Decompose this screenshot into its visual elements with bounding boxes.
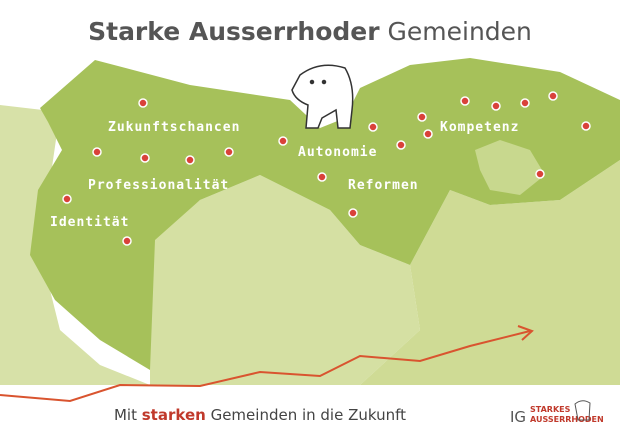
- slogan-bold: starken: [142, 406, 206, 424]
- map-region: [30, 58, 620, 370]
- region-light: [360, 160, 620, 385]
- region-light: [150, 175, 420, 385]
- title: Starke Ausserrhoder Gemeinden: [88, 17, 532, 46]
- logo-bear: [574, 400, 591, 421]
- town-dots: [62, 91, 591, 246]
- slogan: Mit starken Gemeinden in die Zukunft: [114, 406, 406, 424]
- bear-icon: [291, 64, 354, 129]
- trend-line: [0, 330, 531, 403]
- map-label: Kompetenz: [440, 120, 519, 135]
- slogan-start: Mit: [114, 406, 137, 424]
- map-label: Identität: [50, 215, 129, 230]
- map-label: Autonomie: [298, 145, 377, 160]
- title-rest: Gemeinden: [388, 17, 532, 46]
- map-label: Zukunftschancen: [108, 120, 240, 135]
- map-label: Reformen: [348, 178, 419, 193]
- title-bold: Starke Ausserrhoder: [88, 17, 380, 46]
- logo-line2: AUSSERRHODEN: [530, 415, 604, 424]
- map-label: Professionalität: [88, 178, 229, 193]
- trend-arrowhead: [517, 325, 534, 341]
- map-lake: [475, 140, 545, 195]
- logo-prefix: IG: [510, 408, 526, 426]
- logo-line1: STARKES: [530, 405, 571, 414]
- slogan-end: Gemeinden in die Zukunft: [211, 406, 407, 424]
- region-light: [0, 105, 150, 385]
